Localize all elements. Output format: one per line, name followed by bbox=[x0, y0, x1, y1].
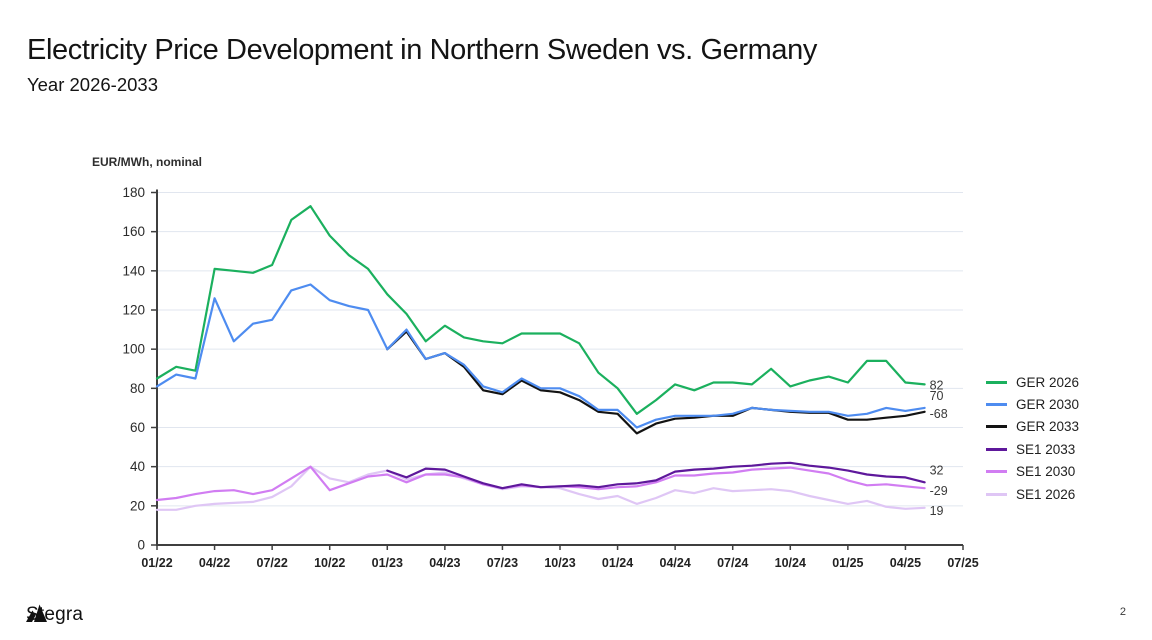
legend-swatch bbox=[986, 492, 1007, 496]
y-tick-label: 100 bbox=[122, 342, 145, 357]
legend-swatch bbox=[986, 380, 1007, 384]
logo-mark-icon bbox=[26, 604, 47, 622]
end-label: 19 bbox=[930, 504, 944, 518]
x-tick-label: 04/25 bbox=[890, 556, 921, 570]
end-label: 32 bbox=[930, 463, 944, 477]
y-tick-label: 180 bbox=[122, 185, 145, 200]
legend-item-se1-2026: SE1 2026 bbox=[986, 483, 1079, 505]
y-tick-label: 20 bbox=[130, 498, 145, 513]
y-tick-label: 140 bbox=[122, 263, 145, 278]
series-line-ger-2026 bbox=[155, 205, 926, 415]
x-tick-label: 10/22 bbox=[314, 556, 345, 570]
legend-label: GER 2026 bbox=[1016, 374, 1080, 390]
legend-swatch bbox=[986, 403, 1007, 407]
x-tick-label: 01/23 bbox=[372, 556, 403, 570]
y-tick-label: 40 bbox=[130, 459, 145, 474]
legend-label: GER 2033 bbox=[1016, 419, 1080, 435]
series-line-ger-2033 bbox=[386, 330, 926, 435]
legend-item-ger-2030: GER 2030 bbox=[986, 393, 1079, 415]
x-tick-label: 01/22 bbox=[141, 556, 172, 570]
x-tick-label: 04/24 bbox=[660, 556, 691, 570]
y-tick-label: 160 bbox=[122, 224, 145, 239]
y-tick-label: 60 bbox=[130, 420, 145, 435]
page-number: 2 bbox=[1119, 606, 1126, 618]
legend-item-se1-2033: SE1 2033 bbox=[986, 438, 1079, 460]
end-label: 70 bbox=[930, 389, 944, 403]
y-tick-label: 120 bbox=[122, 303, 145, 318]
end-label: -29 bbox=[930, 484, 948, 498]
legend: GER 2026 GER 2030 GER 2033 SE1 2033 SE1 2030… bbox=[986, 371, 1079, 505]
legend-item-ger-2026: GER 2026 bbox=[986, 371, 1079, 393]
legend-label: SE1 2033 bbox=[1016, 441, 1076, 457]
x-tick-label: 04/23 bbox=[429, 556, 460, 570]
y-axis-unit-label: EUR/MWh, nominal bbox=[92, 155, 202, 169]
y-tick-label: 0 bbox=[137, 538, 145, 553]
legend-label: SE1 2026 bbox=[1016, 486, 1076, 502]
x-tick-label: 01/25 bbox=[832, 556, 863, 570]
x-tick-label: 07/22 bbox=[257, 556, 288, 570]
x-tick-label: 07/23 bbox=[487, 556, 518, 570]
legend-swatch bbox=[986, 425, 1007, 429]
legend-label: SE1 2030 bbox=[1016, 464, 1076, 480]
slide-subtitle: Year 2026-2033 bbox=[27, 74, 158, 95]
end-label: 82 bbox=[930, 378, 944, 392]
legend-item-ger-2033: GER 2033 bbox=[986, 416, 1079, 438]
y-tick-label: 80 bbox=[130, 381, 145, 396]
legend-label: GER 2030 bbox=[1016, 397, 1080, 413]
x-tick-label: 07/24 bbox=[717, 556, 748, 570]
legend-swatch bbox=[986, 470, 1007, 474]
x-tick-label: 04/22 bbox=[199, 556, 230, 570]
stegra-logo: Stegra bbox=[26, 604, 83, 626]
x-tick-label: 07/25 bbox=[947, 556, 978, 570]
series-line-ger-2030 bbox=[155, 283, 926, 429]
end-label: -68 bbox=[930, 407, 948, 421]
x-tick-label: 10/23 bbox=[544, 556, 575, 570]
slide-title: Electricity Price Development in Norther… bbox=[27, 34, 817, 66]
x-tick-label: 10/24 bbox=[775, 556, 806, 570]
series-line-se1-2033 bbox=[386, 461, 926, 490]
x-tick-label: 01/24 bbox=[602, 556, 633, 570]
legend-swatch bbox=[986, 447, 1007, 451]
legend-item-se1-2030: SE1 2030 bbox=[986, 461, 1079, 483]
